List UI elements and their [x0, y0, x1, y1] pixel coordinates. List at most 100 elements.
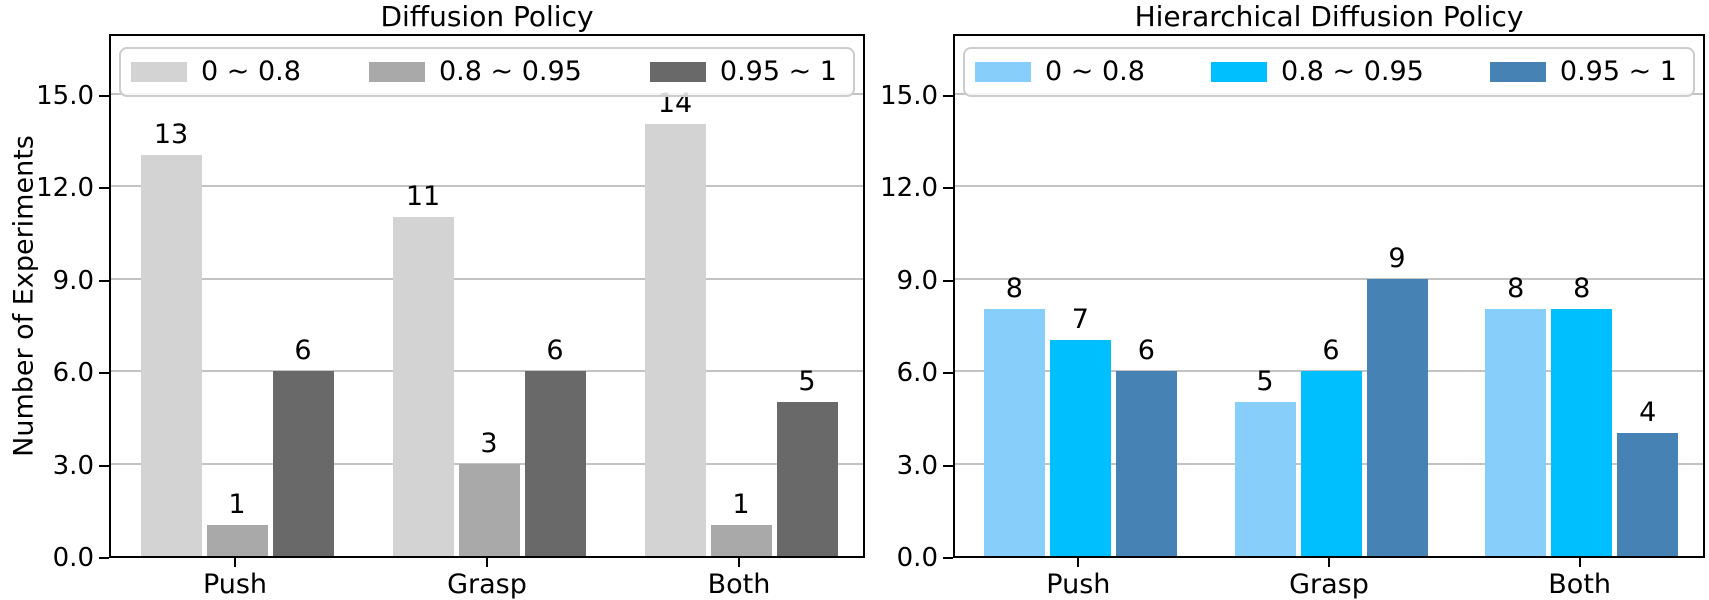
bar-value-label: 8 — [1005, 273, 1023, 305]
bar — [524, 371, 586, 556]
y-tick-label: 6.0 — [52, 358, 94, 389]
y-tick-mark — [99, 557, 109, 559]
y-tick-label: 15.0 — [36, 80, 94, 111]
bar-value-label: 11 — [405, 180, 441, 212]
legend-swatch-icon — [1489, 62, 1546, 82]
bar — [1366, 278, 1428, 556]
legend-item: 0.95 ~ 1 — [1489, 56, 1677, 87]
x-tick-mark — [486, 558, 488, 567]
gridline — [955, 277, 1703, 280]
y-tick-mark — [943, 464, 953, 467]
bar — [458, 463, 520, 556]
bar — [1049, 340, 1111, 556]
legend-label: 0.8 ~ 0.95 — [438, 56, 582, 87]
x-tick-label: Grasp — [1289, 569, 1369, 600]
legend-item: 0.8 ~ 0.95 — [368, 56, 582, 87]
bar — [140, 155, 202, 556]
legend-label: 0.95 ~ 1 — [719, 56, 837, 87]
bar-value-label: 8 — [1507, 273, 1525, 305]
bar-value-label: 5 — [798, 365, 816, 397]
chart-title: Hierarchical Diffusion Policy — [1134, 0, 1524, 33]
x-tick-label: Push — [1046, 569, 1111, 600]
legend-label: 0.95 ~ 1 — [1559, 56, 1677, 87]
bar-value-label: 13 — [153, 119, 189, 151]
y-tick-mark — [943, 187, 953, 190]
y-tick-label: 12.0 — [880, 173, 938, 204]
bar — [1115, 371, 1177, 556]
y-tick-mark — [943, 94, 953, 97]
gridline — [955, 185, 1703, 188]
bar-value-label: 1 — [228, 489, 246, 521]
bar — [983, 309, 1045, 556]
plot-area: 13 1 6 11 3 6 14 1 5 0 ~ 0.8 0.8 ~ 0.95 0.95 ~ 1 — [109, 34, 865, 558]
y-tick-mark — [99, 187, 109, 190]
legend-swatch-icon — [131, 62, 187, 82]
y-tick-label: 3.0 — [52, 450, 94, 481]
y-tick-mark — [99, 94, 109, 97]
plot-area: 8 7 6 5 6 9 8 8 4 0 ~ 0.8 0.8 ~ 0.95 0.95 ~ 1 — [953, 34, 1705, 558]
legend-item: 0.95 ~ 1 — [649, 56, 837, 87]
y-tick-mark — [99, 464, 109, 467]
legend-swatch-icon — [1210, 62, 1267, 82]
gridline — [111, 185, 863, 188]
bar — [1551, 309, 1613, 556]
legend-swatch-icon — [368, 62, 425, 82]
bar-value-label: 3 — [480, 427, 498, 459]
bar-value-label: 8 — [1573, 273, 1591, 305]
x-tick-label: Both — [707, 569, 771, 600]
bar-value-label: 5 — [1256, 365, 1274, 397]
x-tick-mark — [1328, 558, 1330, 567]
bar-value-label: 4 — [1639, 396, 1657, 428]
y-tick-mark — [943, 372, 953, 375]
bar — [206, 525, 268, 556]
x-tick-mark — [234, 558, 236, 567]
y-tick-mark — [943, 557, 953, 559]
bar — [644, 124, 706, 556]
x-tick-mark — [738, 558, 740, 567]
bar — [1617, 432, 1679, 556]
legend-swatch-icon — [649, 62, 706, 82]
y-tick-label: 0.0 — [896, 543, 938, 573]
bar-value-label: 9 — [1388, 242, 1406, 274]
legend-label: 0 ~ 0.8 — [201, 56, 301, 87]
bar-value-label: 7 — [1071, 304, 1089, 336]
bar — [776, 401, 838, 556]
x-tick-mark — [1077, 558, 1080, 567]
bar — [710, 525, 772, 556]
y-tick-label: 9.0 — [52, 265, 94, 296]
legend: 0 ~ 0.8 0.8 ~ 0.95 0.95 ~ 1 — [963, 47, 1695, 97]
bar — [1485, 309, 1547, 556]
bar — [1234, 401, 1296, 556]
y-tick-mark — [99, 279, 109, 282]
y-tick-label: 12.0 — [36, 173, 94, 204]
x-tick-label: Push — [202, 569, 268, 600]
x-tick-mark — [1578, 558, 1581, 567]
x-tick-label: Grasp — [447, 569, 527, 600]
bar — [272, 371, 334, 556]
x-tick-label: Both — [1548, 569, 1612, 600]
bar-value-label: 1 — [732, 489, 750, 521]
chart-title: Diffusion Policy — [380, 0, 594, 33]
y-tick-label: 6.0 — [896, 358, 938, 389]
y-tick-label: 15.0 — [880, 80, 938, 111]
legend-swatch-icon — [975, 62, 1031, 82]
y-tick-label: 3.0 — [896, 450, 938, 481]
y-tick-mark — [943, 279, 953, 282]
y-tick-mark — [99, 372, 109, 375]
bar — [1300, 371, 1362, 556]
bar-value-label: 6 — [1322, 335, 1340, 367]
legend-item: 0 ~ 0.8 — [975, 57, 1145, 87]
legend-label: 0.8 ~ 0.95 — [1280, 56, 1424, 87]
y-tick-label: 0.0 — [52, 543, 94, 573]
legend: 0 ~ 0.8 0.8 ~ 0.95 0.95 ~ 1 — [119, 47, 855, 97]
legend-item: 0 ~ 0.8 — [131, 57, 301, 87]
bar-value-label: 6 — [1137, 335, 1155, 367]
y-tick-label: 9.0 — [896, 265, 938, 296]
legend-label: 0 ~ 0.8 — [1045, 56, 1145, 87]
bar — [392, 216, 454, 556]
gridline — [111, 277, 863, 280]
gridline — [111, 370, 863, 373]
